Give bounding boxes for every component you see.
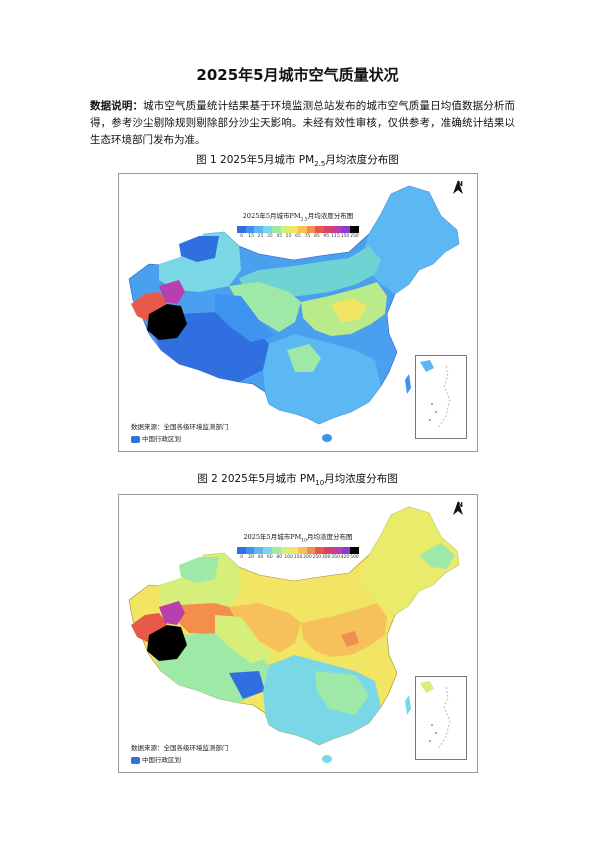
figure-2-legend-title-suffix: 月均浓度分布图 [306, 533, 353, 541]
legend-swatch [306, 226, 316, 234]
legend-swatch [332, 226, 342, 234]
legend-swatch [280, 547, 290, 555]
figure-2-caption-suffix: 月均浓度分布图 [324, 473, 398, 485]
south-china-sea-inset [415, 355, 467, 439]
legend-swatch [237, 547, 246, 555]
figure-2-legend-title: 2025年5月城市PM10月均浓度分布图 [237, 531, 359, 543]
figure-2-badge: 中国行政区划 [131, 754, 181, 764]
legend-tick-label: 100 [284, 555, 293, 561]
figure-1-source: 数据来源：全国各级环境监测部门 [131, 423, 229, 431]
legend-tick-label: 15 [248, 234, 254, 240]
legend-tick-label: 35 [267, 234, 273, 240]
legend-swatch [350, 547, 360, 555]
legend-tick-label: 250 [350, 234, 359, 240]
legend-tick-label: 85 [313, 234, 320, 240]
legend-tick-label: 75 [304, 234, 311, 240]
figure-1-legend-title-suffix: 月均浓度分布图 [307, 212, 354, 220]
legend-swatch [298, 547, 307, 555]
legend-swatch [306, 547, 316, 555]
legend-swatch [263, 226, 272, 234]
legend-tick-label: 40 [257, 555, 264, 561]
figure-2-map: 2025年5月城市PM10月均浓度分布图 0 20 40 60 80 100 150 200 2… [118, 494, 478, 773]
legend-tick-label: 350 [331, 555, 340, 561]
figure-1-tick-row: 0 15 25 35 45 55 65 75 85 95 115 150 250 [237, 234, 359, 239]
figure-1-legend-title-sub: 2.5 [300, 217, 308, 223]
figure-2-badge-text: 中国行政区划 [142, 756, 181, 764]
figure-1-caption-sub: 2.5 [314, 160, 326, 169]
data-note-label: 数据说明： [90, 100, 144, 112]
legend-swatch [324, 547, 333, 555]
figure-1-caption: 图 1 2025年5月城市 PM2.5月均浓度分布图 [0, 152, 595, 168]
figure-2-tick-row: 0 20 40 60 80 100 150 200 250 300 350 420 500 [237, 555, 359, 560]
figure-2-caption: 图 2 2025年5月城市 PM10月均浓度分布图 [0, 471, 595, 487]
legend-swatch [332, 547, 342, 555]
figure-2-legend-title-prefix: 2025年5月城市PM [243, 533, 302, 541]
legend-tick-label: 0 [240, 234, 244, 240]
figure-1-badge-text: 中国行政区划 [142, 435, 181, 443]
north-label: N [457, 180, 463, 188]
figure-2-color-bar [237, 547, 360, 555]
legend-swatch [254, 547, 264, 555]
legend-swatch [263, 547, 272, 555]
legend-swatch [350, 226, 360, 234]
map-logo-icon [131, 756, 140, 764]
legend-swatch [324, 226, 333, 234]
legend-swatch [245, 226, 255, 234]
legend-tick-label: 65 [295, 234, 301, 240]
north-label: N [457, 501, 463, 509]
map-logo-icon [131, 435, 140, 443]
legend-tick-label: 300 [321, 555, 331, 561]
legend-tick-label: 150 [340, 234, 350, 240]
pm10-map-graphic [128, 506, 460, 763]
figure-1-legend-title: 2025年5月城市PM2.5月均浓度分布图 [237, 210, 359, 222]
legend-tick-label: 95 [323, 234, 330, 240]
legend-swatch [254, 226, 264, 234]
legend-swatch [289, 547, 299, 555]
figure-1-badge: 中国行政区划 [131, 433, 181, 443]
legend-swatch [237, 226, 246, 234]
figure-1-legend: 2025年5月城市PM2.5月均浓度分布图 0 15 25 35 45 55 65 75 85 9… [237, 210, 360, 239]
figure-1-legend-title-prefix: 2025年5月城市PM [242, 212, 301, 220]
legend-swatch [315, 547, 325, 555]
legend-tick-label: 80 [276, 555, 283, 561]
legend-tick-label: 25 [257, 234, 264, 240]
legend-swatch [315, 226, 325, 234]
legend-tick-label: 420 [340, 555, 350, 561]
figure-1-map: 2025年5月城市PM2.5月均浓度分布图 0 15 25 35 45 55 65 75 85 9… [118, 173, 478, 452]
legend-swatch [245, 547, 255, 555]
legend-swatch [298, 226, 307, 234]
data-note-text: 城市空气质量统计结果基于环境监测总站发布的城市空气质量日均值数据分析而得，参考沙… [90, 100, 516, 146]
figure-2-caption-prefix: 图 2 2025年5月城市 PM [197, 473, 316, 485]
legend-swatch [341, 547, 351, 555]
legend-swatch [341, 226, 351, 234]
figure-2-legend-title-sub: 10 [301, 538, 307, 544]
legend-tick-label: 0 [240, 555, 244, 561]
legend-tick-label: 45 [276, 234, 283, 240]
legend-swatch [280, 226, 290, 234]
page-title: 2025年5月城市空气质量状况 [196, 66, 399, 84]
legend-swatch [271, 547, 281, 555]
legend-tick-label: 150 [293, 555, 303, 561]
legend-tick-label: 115 [331, 234, 340, 240]
legend-tick-label: 55 [285, 234, 292, 240]
figure-2-source: 数据来源：全国各级环境监测部门 [131, 744, 229, 752]
south-china-sea-inset [415, 676, 467, 760]
figure-1-color-bar [237, 226, 360, 234]
legend-swatch [271, 226, 281, 234]
legend-tick-label: 200 [303, 555, 312, 561]
pm25-map-graphic [128, 185, 460, 442]
figure-2-legend: 2025年5月城市PM10月均浓度分布图 0 20 40 60 80 100 150 200 2… [237, 531, 360, 560]
legend-swatch [289, 226, 299, 234]
figure-2-caption-sub: 10 [315, 479, 325, 488]
figure-1-caption-prefix: 图 1 2025年5月城市 PM [196, 154, 315, 166]
figure-1-caption-suffix: 月均浓度分布图 [325, 154, 399, 166]
legend-tick-label: 500 [350, 555, 359, 561]
legend-tick-label: 20 [248, 555, 254, 561]
legend-tick-label: 250 [312, 555, 322, 561]
north-arrow-icon: N [453, 180, 467, 194]
north-arrow-icon: N [453, 501, 467, 515]
legend-tick-label: 60 [267, 555, 273, 561]
data-note: 数据说明：城市空气质量统计结果基于环境监测总站发布的城市空气质量日均值数据分析而… [90, 98, 515, 149]
